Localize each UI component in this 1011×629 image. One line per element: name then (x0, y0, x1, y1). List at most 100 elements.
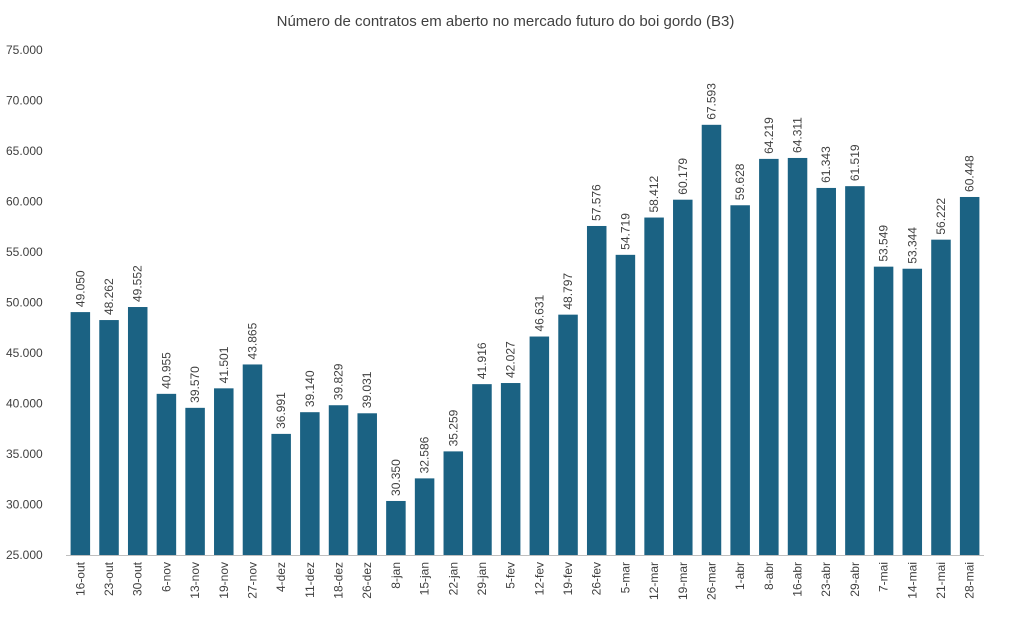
x-tick-label: 26-mar (704, 562, 718, 600)
bar (386, 500, 406, 555)
y-tick-label: 45.000 (6, 346, 43, 360)
bar (271, 433, 291, 555)
bar (615, 254, 636, 555)
bar (586, 225, 607, 556)
data-label: 59.628 (733, 163, 747, 200)
y-tick-label: 50.000 (6, 296, 43, 310)
bars-group (70, 124, 980, 556)
data-label: 61.343 (819, 146, 833, 183)
bar (99, 320, 119, 555)
data-label: 48.797 (561, 273, 575, 310)
x-tick-label: 30-out (131, 561, 145, 596)
x-tick-label: 21-mai (934, 562, 948, 599)
data-label: 60.179 (676, 158, 690, 195)
y-tick-label: 60.000 (6, 195, 43, 209)
x-tick-label: 14-mai (905, 562, 919, 599)
bar (328, 405, 349, 555)
x-tick-label: 12-fev (532, 562, 546, 595)
data-label: 54.719 (618, 213, 632, 250)
x-tick-label: 19-fev (561, 562, 575, 595)
x-tick-label: 26-dez (360, 562, 374, 599)
y-tick-label: 35.000 (6, 447, 43, 461)
data-labels-group: 49.050 48.262 49.552 40.955 39.570 41.501 43.8… (73, 83, 976, 496)
bar (759, 158, 779, 555)
data-label: 32.586 (418, 436, 432, 473)
y-axis: 25.000 30.000 35.000 40.000 45.000 50.000 55.0… (6, 43, 984, 562)
x-tick-label: 11-dez (303, 562, 317, 598)
x-tick-label: 1-abr (733, 562, 747, 590)
data-label: 67.593 (704, 83, 718, 120)
y-tick-label: 55.000 (6, 245, 43, 259)
bar (644, 217, 664, 556)
bar (873, 266, 894, 555)
x-tick-label: 16-out (73, 561, 87, 596)
bar (845, 186, 865, 555)
bar (529, 336, 550, 555)
x-tick-label: 5-mar (618, 562, 632, 593)
bar (242, 364, 263, 555)
x-tick-label: 5-fev (504, 562, 518, 589)
x-tick-label: 29-abr (848, 562, 862, 597)
data-label: 42.027 (504, 341, 518, 378)
x-tick-label: 18-dez (332, 562, 346, 599)
x-tick-label: 29-jan (475, 562, 489, 595)
y-tick-label: 40.000 (6, 397, 43, 411)
x-tick-label: 8-jan (389, 562, 403, 589)
bar (673, 199, 693, 555)
data-label: 40.955 (159, 352, 173, 389)
data-label: 64.311 (791, 117, 805, 153)
bar (558, 314, 578, 555)
y-tick-label: 70.000 (6, 94, 43, 108)
bar (472, 384, 492, 555)
x-tick-label: 28-mai (963, 562, 977, 599)
data-label: 41.916 (475, 342, 489, 379)
x-tick-label: 19-mar (676, 562, 690, 600)
x-tick-label: 19-nov (217, 562, 231, 599)
data-label: 64.219 (762, 117, 776, 154)
bar (300, 412, 320, 555)
data-label: 53.549 (877, 225, 891, 262)
x-tick-label: 26-fev (590, 562, 604, 595)
data-label: 60.448 (963, 155, 977, 192)
data-label: 58.412 (647, 176, 661, 213)
data-label: 39.140 (303, 370, 317, 407)
x-tick-label: 23-out (102, 561, 116, 596)
chart-title: Número de contratos em aberto no mercado… (277, 13, 735, 30)
x-tick-label: 13-nov (188, 562, 202, 599)
data-label: 39.570 (188, 366, 202, 403)
bar (70, 312, 91, 555)
data-label: 35.259 (446, 409, 460, 446)
bar (185, 407, 205, 555)
x-tick-label: 7-mai (877, 562, 891, 592)
data-label: 39.031 (360, 371, 374, 408)
data-label: 39.829 (332, 363, 346, 400)
data-label: 46.631 (532, 294, 546, 331)
data-label: 36.991 (274, 392, 288, 429)
data-label: 49.050 (73, 270, 87, 307)
y-tick-label: 25.000 (6, 548, 43, 562)
bar (357, 413, 377, 555)
x-tick-label: 27-nov (245, 562, 259, 599)
bar (443, 451, 464, 555)
bar (701, 124, 722, 555)
data-label: 48.262 (102, 278, 116, 315)
data-label: 61.519 (848, 144, 862, 181)
bar (500, 383, 521, 555)
x-tick-label: 6-nov (159, 562, 173, 592)
bar (730, 205, 750, 555)
y-tick-label: 65.000 (6, 144, 43, 158)
bar (214, 388, 234, 555)
data-label: 56.222 (934, 198, 948, 235)
bar (959, 196, 980, 556)
bar (931, 239, 951, 555)
x-tick-label: 22-jan (446, 562, 460, 595)
x-tick-label: 23-abr (819, 562, 833, 597)
data-label: 41.501 (217, 346, 231, 383)
y-tick-label: 75.000 (6, 43, 43, 57)
data-label: 57.576 (590, 184, 604, 221)
x-axis: 16-out 23-out 30-out 6-nov 13-nov 19-nov 27-no… (73, 561, 976, 600)
x-tick-label: 12-mar (647, 562, 661, 600)
data-label: 49.552 (131, 265, 145, 302)
